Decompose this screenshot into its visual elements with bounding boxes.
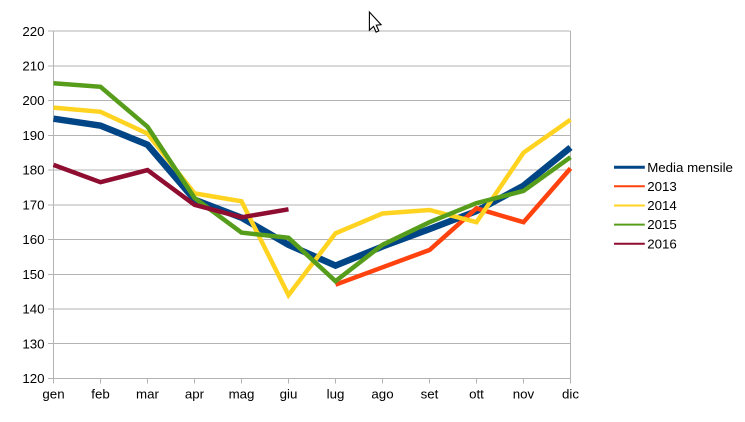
- svg-text:mag: mag: [229, 387, 255, 402]
- svg-text:apr: apr: [185, 387, 205, 402]
- svg-text:130: 130: [22, 336, 44, 351]
- svg-text:Media mensile: Media mensile: [647, 160, 733, 175]
- svg-text:170: 170: [22, 197, 44, 212]
- svg-text:120: 120: [22, 371, 44, 386]
- svg-text:2015: 2015: [647, 217, 677, 232]
- svg-text:160: 160: [22, 232, 44, 247]
- svg-text:220: 220: [22, 24, 44, 39]
- svg-text:2013: 2013: [647, 179, 677, 194]
- svg-text:ago: ago: [371, 387, 393, 402]
- svg-text:190: 190: [22, 128, 44, 143]
- svg-text:150: 150: [22, 267, 44, 282]
- svg-text:set: set: [421, 387, 439, 402]
- svg-text:200: 200: [22, 93, 44, 108]
- svg-text:140: 140: [22, 302, 44, 317]
- svg-text:2016: 2016: [647, 236, 677, 251]
- svg-text:lug: lug: [327, 387, 345, 402]
- svg-text:giu: giu: [280, 387, 298, 402]
- svg-text:2014: 2014: [647, 198, 677, 213]
- svg-text:ott: ott: [469, 387, 484, 402]
- svg-text:dic: dic: [562, 387, 579, 402]
- svg-text:210: 210: [22, 59, 44, 74]
- svg-text:180: 180: [22, 163, 44, 178]
- svg-text:mar: mar: [136, 387, 159, 402]
- svg-text:feb: feb: [91, 387, 110, 402]
- svg-text:nov: nov: [513, 387, 535, 402]
- svg-text:gen: gen: [42, 387, 64, 402]
